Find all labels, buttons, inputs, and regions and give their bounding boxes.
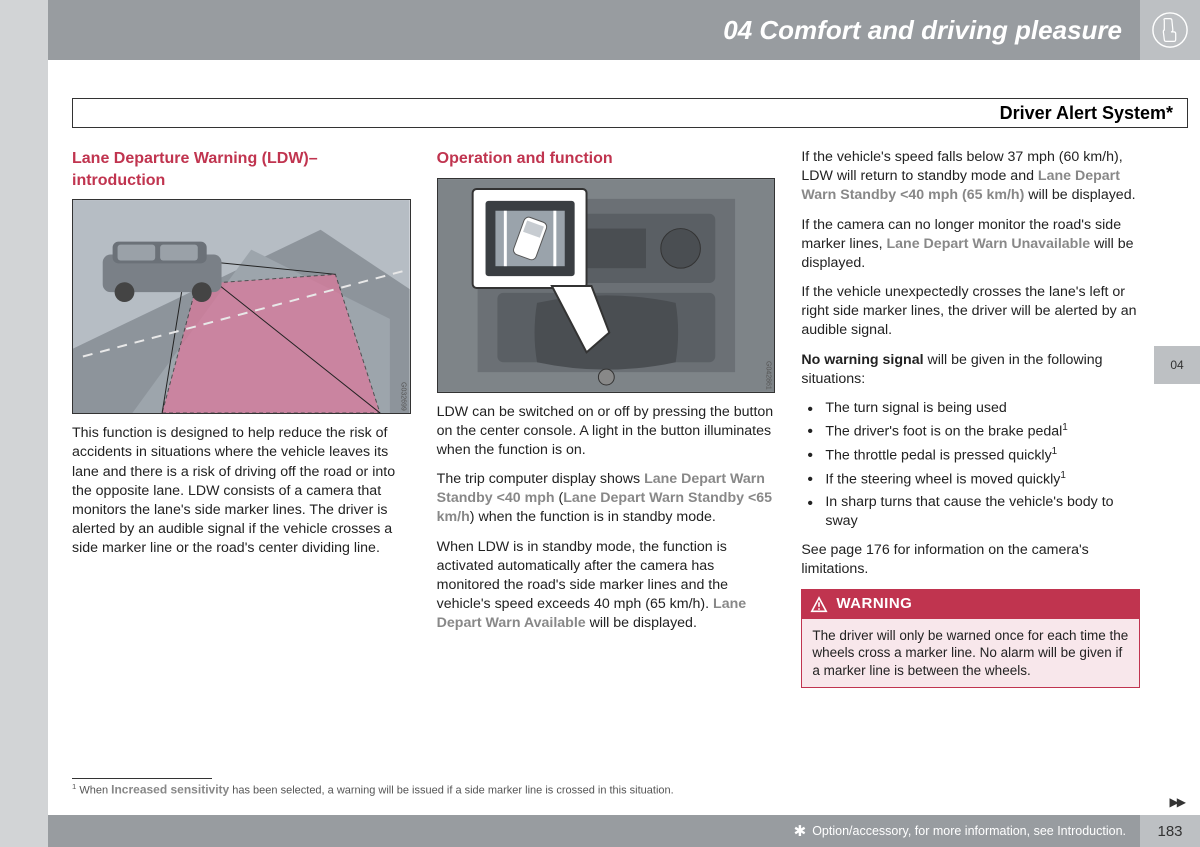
chapter-icon-box [1140, 0, 1200, 60]
column-3: If the vehicle's speed falls below 37 mp… [801, 148, 1140, 688]
asterisk-icon: ✱ [794, 822, 807, 840]
chapter-header: 04 Comfort and driving pleasure [48, 0, 1200, 60]
fig1-caption: G032699 [398, 382, 407, 411]
side-tab: 04 [1154, 346, 1200, 384]
ldw-intro-figure: G032699 [72, 199, 411, 414]
warning-header: WARNING [802, 590, 1139, 618]
warning-triangle-icon [810, 596, 828, 614]
column-1: Lane Departure Warning (LDW)– introducti… [72, 148, 411, 688]
footer-text: Option/accessory, for more information, … [812, 824, 1126, 838]
col3-p4: No warning signal will be given in the f… [801, 351, 1140, 389]
section-subtitle: Driver Alert System* [1000, 103, 1173, 124]
list-item: The turn signal is being used [801, 399, 1140, 418]
warning-body: The driver will only be warned once for … [802, 619, 1139, 688]
warning-label: WARNING [836, 594, 912, 614]
warning-box: WARNING The driver will only be warned o… [801, 589, 1140, 688]
col2-p1: LDW can be switched on or off by pressin… [437, 403, 776, 461]
seat-icon [1151, 11, 1189, 49]
col2-heading: Operation and function [437, 148, 776, 170]
ldw-operation-figure: G042861 [437, 178, 776, 393]
page-number: 183 [1140, 815, 1200, 847]
col1-heading: Lane Departure Warning (LDW)– introducti… [72, 148, 411, 191]
col2-p3: When LDW is in standby mode, the functio… [437, 538, 776, 634]
content-columns: Lane Departure Warning (LDW)– introducti… [72, 148, 1140, 688]
col3-p2: If the camera can no longer monitor the … [801, 216, 1140, 274]
footnote: 1 When Increased sensitivity has been se… [72, 782, 674, 797]
fig2-caption: G042861 [763, 361, 772, 390]
continue-arrow-icon: ▶▶ [1170, 795, 1184, 809]
left-margin [0, 0, 48, 847]
no-warning-list: The turn signal is being used The driver'… [801, 399, 1140, 531]
col2-p2: The trip computer display shows Lane Dep… [437, 470, 776, 528]
list-item: The throttle pedal is pressed quickly1 [801, 445, 1140, 466]
list-item: The driver's foot is on the brake pedal1 [801, 421, 1140, 442]
col3-p5: See page 176 for information on the came… [801, 541, 1140, 579]
col3-p3: If the vehicle unexpectedly crosses the … [801, 283, 1140, 341]
list-item: In sharp turns that cause the vehicle's … [801, 493, 1140, 531]
footnote-rule [72, 778, 212, 779]
column-2: Operation and function [437, 148, 776, 688]
list-item: If the steering wheel is moved quickly1 [801, 469, 1140, 490]
footer-bar: ✱ Option/accessory, for more information… [48, 815, 1200, 847]
col1-p1: This function is designed to help reduce… [72, 424, 411, 558]
col3-p1: If the vehicle's speed falls below 37 mp… [801, 148, 1140, 206]
section-subheader: Driver Alert System* [72, 98, 1188, 128]
chapter-title: 04 Comfort and driving pleasure [723, 15, 1122, 46]
